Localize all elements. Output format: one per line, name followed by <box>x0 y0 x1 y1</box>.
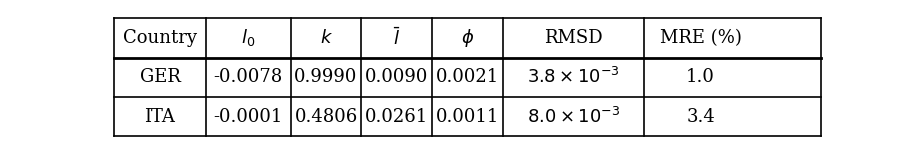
Text: Country: Country <box>123 29 197 47</box>
Text: 1.0: 1.0 <box>685 68 714 86</box>
Text: RMSD: RMSD <box>544 29 602 47</box>
Text: 0.0011: 0.0011 <box>435 108 498 125</box>
Text: $k$: $k$ <box>319 29 333 47</box>
Text: 3.4: 3.4 <box>685 108 714 125</box>
Text: ITA: ITA <box>144 108 175 125</box>
Text: -0.0078: -0.0078 <box>213 68 282 86</box>
Text: $8.0\times10^{-3}$: $8.0\times10^{-3}$ <box>527 106 619 127</box>
Text: $\bar{l}$: $\bar{l}$ <box>393 27 400 49</box>
Text: 0.0021: 0.0021 <box>435 68 498 86</box>
Text: -0.0001: -0.0001 <box>213 108 282 125</box>
Text: $\phi$: $\phi$ <box>460 27 474 49</box>
Text: MRE (%): MRE (%) <box>659 29 741 47</box>
Text: GER: GER <box>139 68 180 86</box>
Text: 0.4806: 0.4806 <box>294 108 357 125</box>
Text: $3.8\times10^{-3}$: $3.8\times10^{-3}$ <box>527 67 619 87</box>
Text: $l_0$: $l_0$ <box>241 28 255 49</box>
Text: 0.9990: 0.9990 <box>294 68 357 86</box>
Text: 0.0090: 0.0090 <box>364 68 428 86</box>
Text: 0.0261: 0.0261 <box>364 108 428 125</box>
